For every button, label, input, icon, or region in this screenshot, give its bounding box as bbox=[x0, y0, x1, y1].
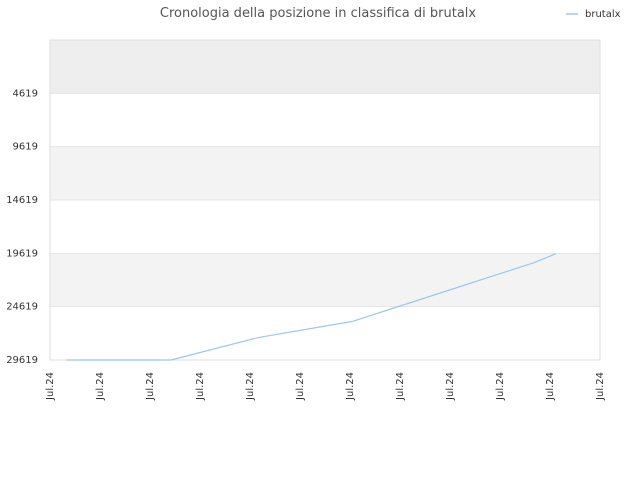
plot-band bbox=[50, 146, 600, 200]
plot-band bbox=[50, 306, 600, 360]
y-tick-label: 29619 bbox=[6, 355, 38, 366]
x-tick-label: Jul.24 bbox=[445, 372, 456, 401]
plot-frame bbox=[49, 39, 601, 361]
y-tick-label: 14619 bbox=[6, 195, 38, 206]
y-tick-label: 4619 bbox=[13, 88, 38, 99]
x-axis-ticks: Jul.24 Jul.24 Jul.24 Jul.24 Jul.24 Jul.24 Jul.… bbox=[45, 372, 606, 401]
y-tick-label: 19619 bbox=[6, 248, 38, 259]
plot-band bbox=[50, 93, 600, 147]
x-tick-label: Jul.24 bbox=[245, 372, 256, 401]
x-tick-label: Jul.24 bbox=[195, 372, 206, 401]
plot-background-bands bbox=[50, 40, 600, 360]
x-tick-label: Jul.24 bbox=[45, 372, 56, 401]
x-tick-label: Jul.24 bbox=[145, 372, 156, 401]
y-tick-label: 9619 bbox=[13, 142, 38, 153]
x-tick-label: Jul.24 bbox=[595, 372, 606, 401]
legend: brutalx bbox=[566, 9, 621, 20]
x-tick-label: Jul.24 bbox=[495, 372, 506, 401]
x-tick-label: Jul.24 bbox=[345, 372, 356, 401]
x-tick-label: Jul.24 bbox=[295, 372, 306, 401]
y-axis-ticks: 4619 9619 14619 19619 24619 29619 bbox=[6, 88, 38, 366]
x-tick-label: Jul.24 bbox=[545, 372, 556, 401]
plot-band bbox=[50, 40, 600, 94]
plot-band bbox=[50, 253, 600, 307]
y-tick-label: 24619 bbox=[6, 302, 38, 313]
legend-label-brutalx: brutalx bbox=[585, 9, 621, 20]
series-line-brutalx bbox=[66, 253, 557, 361]
plot-band bbox=[50, 199, 600, 254]
chart-title: Cronologia della posizione in classifica… bbox=[160, 6, 477, 21]
x-tick-label: Jul.24 bbox=[395, 372, 406, 401]
x-tick-label: Jul.24 bbox=[95, 372, 106, 401]
